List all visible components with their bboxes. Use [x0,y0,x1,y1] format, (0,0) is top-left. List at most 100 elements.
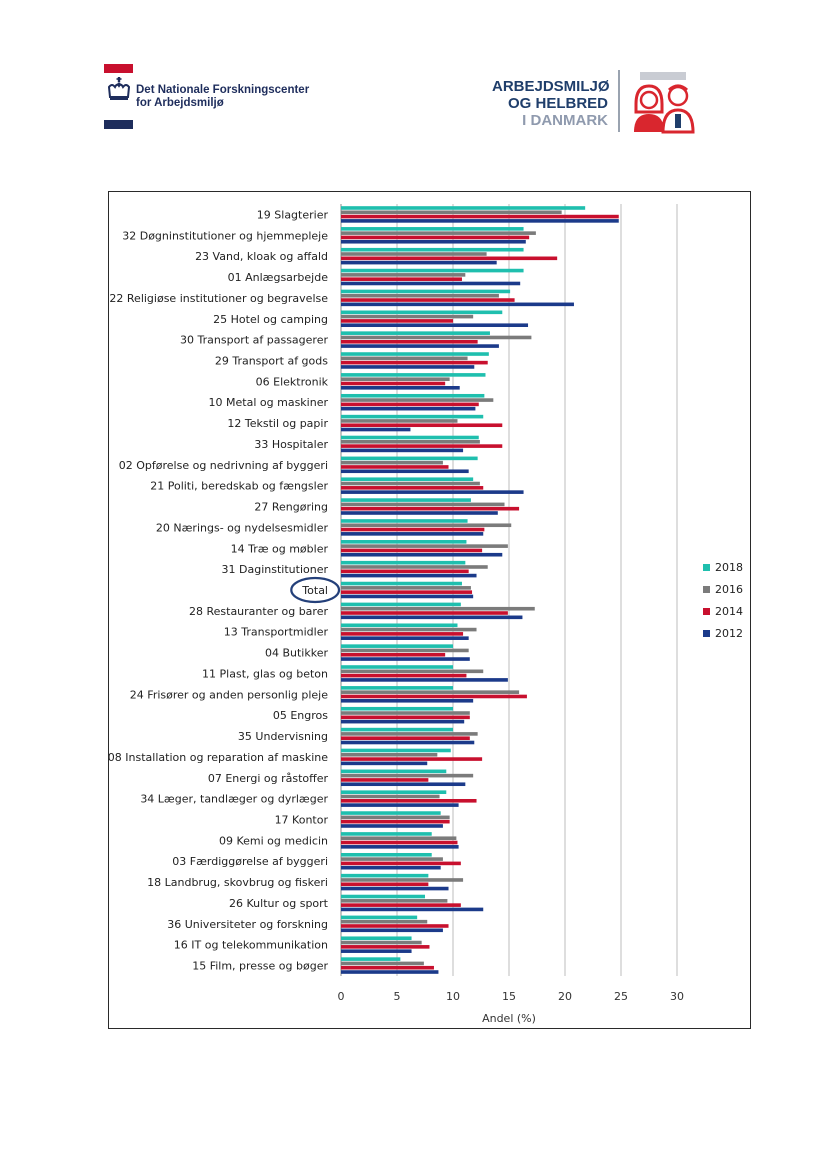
legend-swatch-2018 [703,564,710,571]
category-label-0: 19 Slagterier [257,208,329,221]
bar-2016-12 [341,460,443,465]
bar-2014-33 [341,903,461,907]
bar-2018-17 [341,560,466,565]
bar-2012-13 [341,490,524,494]
bar-2012-20 [341,636,469,640]
bar-2018-16 [341,540,467,544]
x-tick-label-20: 20 [558,990,572,1003]
bar-2012-1 [341,239,526,244]
bar-2018-7 [341,352,489,356]
bar-2016-3 [341,273,466,277]
bar-2014-27 [341,778,429,782]
category-label-29: 17 Kontor [275,814,329,827]
bar-2014-30 [341,840,458,845]
bar-2014-13 [341,486,484,490]
category-label-24: 05 Engros [273,709,328,722]
bar-2018-22 [341,665,453,669]
bar-2012-3 [341,281,521,286]
bar-2018-3 [341,268,524,273]
bar-2016-34 [341,919,428,924]
category-label-20: 13 Transportmidler [224,626,329,639]
bar-2018-12 [341,456,478,461]
bar-2018-24 [341,706,453,711]
bar-2014-34 [341,924,449,928]
bar-2016-36 [341,961,424,966]
bar-2012-34 [341,928,443,933]
bar-2018-28 [341,790,447,794]
category-label-2: 23 Vand, kloak og affald [195,250,328,263]
bar-2012-32 [341,886,449,891]
bar-2016-17 [341,565,488,569]
bar-2012-17 [341,573,477,578]
bar-2016-7 [341,356,468,361]
bar-2016-19 [341,606,535,611]
bar-2014-2 [341,256,558,261]
bar-2018-13 [341,477,474,482]
category-label-13: 21 Politi, beredskab og fængsler [150,480,328,493]
category-label-4: 22 Religiøse institutioner og begravelse [109,292,328,305]
category-label-36: 15 Film, presse og bøger [192,960,328,973]
bar-2018-36 [341,957,401,961]
bar-2014-5 [341,319,453,323]
bar-2014-21 [341,652,446,657]
category-label-12: 02 Opførelse og nedrivning af byggeri [119,459,328,472]
bar-2018-31 [341,852,432,857]
nfa-name: Det Nationale Forskningscenter for Arbej… [136,84,309,110]
category-label-6: 30 Transport af passagerer [180,334,328,347]
bar-2012-22 [341,678,508,682]
bar-2014-23 [341,694,527,699]
bar-2014-6 [341,339,478,344]
bar-2018-5 [341,310,503,315]
category-label-33: 26 Kultur og sport [229,897,329,910]
bar-2012-7 [341,365,475,369]
bar-2012-30 [341,845,459,849]
bar-2014-20 [341,632,464,636]
bar-2018-18 [341,581,462,586]
bar-chart: 19 Slagterier 32 Døgninstitutioner og hje… [109,204,743,1025]
category-label-11: 33 Hospitaler [254,438,328,451]
legend-swatch-2014 [703,608,710,615]
bar-2018-21 [341,644,453,648]
bar-2014-25 [341,736,470,741]
bar-2018-9 [341,393,485,398]
bar-2014-1 [341,235,530,240]
bar-2018-26 [341,748,451,753]
legend-swatch-2016 [703,586,710,593]
bar-2012-31 [341,865,441,870]
bar-2018-8 [341,373,486,377]
bar-2016-29 [341,815,450,820]
bar-2014-10 [341,423,503,428]
bar-2014-22 [341,673,467,678]
bar-2018-10 [341,414,484,419]
bar-2016-31 [341,857,443,861]
bar-2016-9 [341,398,494,402]
bar-2012-16 [341,552,503,557]
bar-2018-32 [341,873,429,878]
category-label-15: 20 Nærings- og nydelsesmidler [156,521,329,534]
bar-2012-24 [341,719,465,724]
bar-2016-35 [341,940,422,945]
category-label-26: 08 Installation og reparation af maskine [109,751,328,764]
legend-label-2012: 2012 [715,627,743,640]
bar-2012-9 [341,406,476,411]
bar-2018-35 [341,936,412,941]
bar-2016-27 [341,773,474,778]
logo-divider [618,70,620,132]
bar-2016-10 [341,419,458,423]
legend-label-2014: 2014 [715,605,743,618]
bar-2014-35 [341,945,430,949]
bar-2016-13 [341,481,480,486]
bar-2018-1 [341,227,524,231]
bar-2014-4 [341,298,515,302]
bar-2016-22 [341,669,484,674]
bar-2014-15 [341,527,485,532]
x-tick-label-30: 30 [670,990,684,1003]
bar-2014-0 [341,214,619,219]
bar-2016-14 [341,502,505,507]
bar-2016-30 [341,836,457,841]
bar-2016-11 [341,439,480,444]
category-label-27: 07 Energi og råstoffer [208,772,329,785]
bar-2012-29 [341,824,443,828]
bar-2016-32 [341,878,464,882]
bar-2016-8 [341,377,450,382]
